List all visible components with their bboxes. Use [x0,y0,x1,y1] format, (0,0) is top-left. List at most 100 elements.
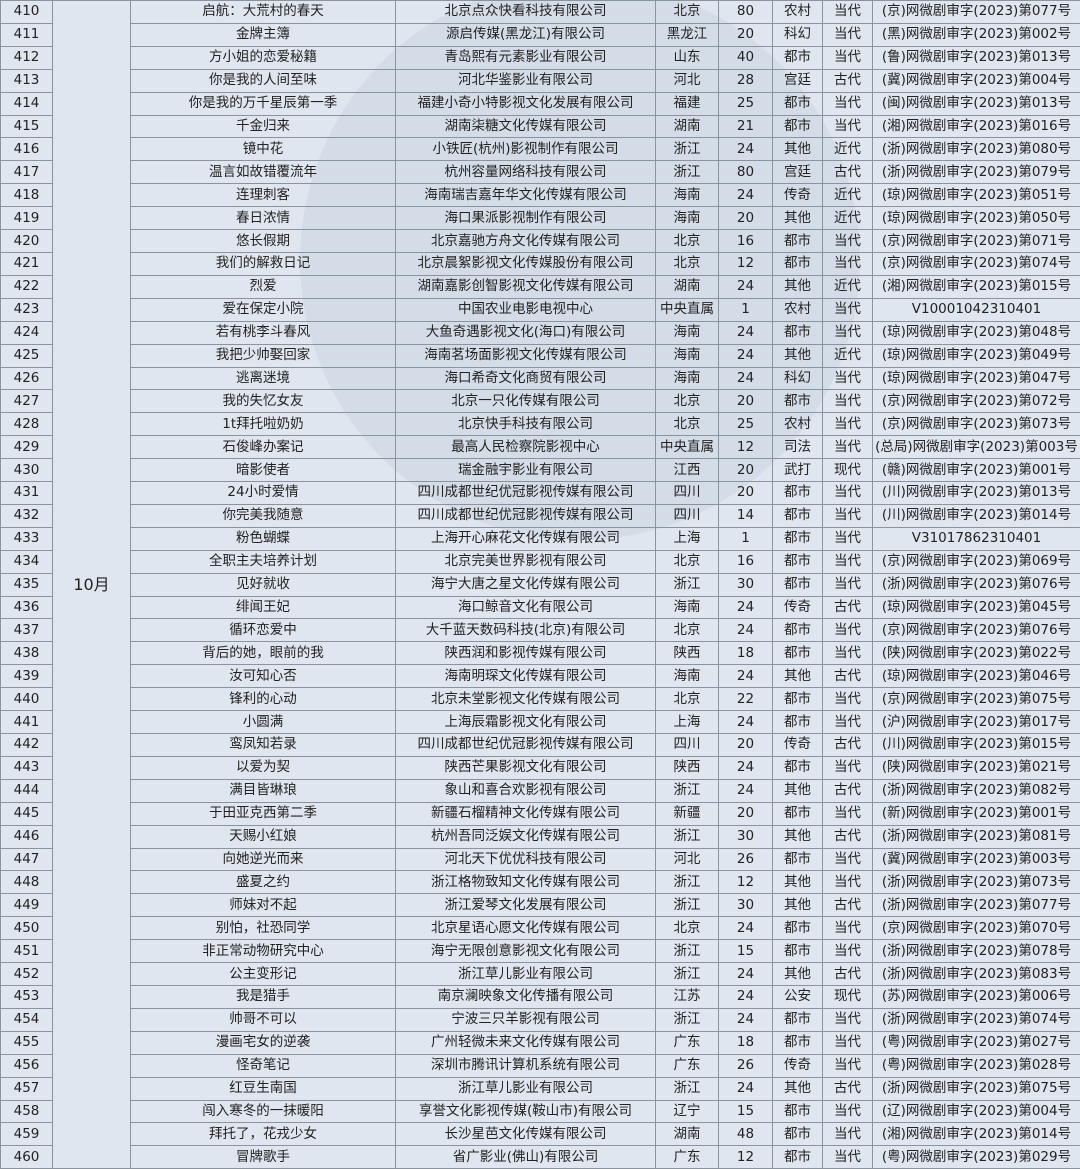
row-number-cell: 417 [0,160,53,185]
region-cell: 浙江 [655,137,719,162]
episode-count-cell: 16 [718,549,773,574]
license-number-cell: (川)网微剧审字(2023)第013号 [872,481,1080,505]
table-row: 438 背后的她，眼前的我 陕西润和影视传媒有限公司 陕西 18 都市 当代 (陕)网微剧审字… [0,641,1080,666]
drama-title-cell: 粉色蝴蝶 [130,526,396,551]
era-cell: 近代 [822,206,873,231]
region-cell: 浙江 [655,1076,719,1101]
episode-count-cell: 28 [718,68,773,93]
table-row: 422 烈爱 湖南嘉影创智影视文化传媒有限公司 湖南 24 其他 近代 (湘)网微剧审字(20… [0,274,1080,299]
row-number-cell: 459 [0,1122,53,1147]
production-company-cell: 上海辰霜影视文化有限公司 [395,710,656,734]
drama-title-cell: 你完美我随意 [130,503,396,528]
era-cell: 当代 [822,916,873,941]
era-cell: 当代 [822,22,873,47]
row-number-cell: 424 [0,320,53,345]
era-cell: 当代 [822,412,873,437]
era-cell: 近代 [822,137,873,162]
row-number-cell: 415 [0,114,53,139]
production-company-cell: 新疆石榴精神文化传媒有限公司 [395,801,656,826]
license-number-cell: (浙)网微剧审字(2023)第082号 [872,778,1080,803]
license-number-cell: (陕)网微剧审字(2023)第022号 [872,641,1080,666]
region-cell: 湖南 [655,1122,719,1147]
production-company-cell: 大鱼奇遇影视文化(海口)有限公司 [395,320,656,345]
drama-title-cell: 漫画宅女的逆袭 [130,1030,396,1055]
license-number-cell: (京)网微剧审字(2023)第069号 [872,549,1080,574]
license-number-cell: (鲁)网微剧审字(2023)第013号 [872,45,1080,70]
region-cell: 中央直属 [655,435,719,460]
era-cell: 当代 [822,801,873,826]
episode-count-cell: 24 [718,664,773,689]
table-row: 423 爱在保定小院 中国农业电影电视中心 中央直属 1 农村 当代 V10001042310… [0,297,1080,322]
table-row: 434 全职主夫培养计划 北京完美世界影视有限公司 北京 16 都市 当代 (京)网微剧审字(… [0,549,1080,574]
license-number-cell: (川)网微剧审字(2023)第015号 [872,733,1080,757]
episode-count-cell: 40 [718,45,773,70]
episode-count-cell: 48 [718,1122,773,1147]
table-row: 460 冒牌歌手 省广影业(佛山)有限公司 广东 12 都市 当代 (粤)网微剧审字(2023… [0,1145,1080,1169]
table-row: 450 别怕，社恐同学 北京星语心愿文化传媒有限公司 北京 24 都市 当代 (京)网微剧审字… [0,916,1080,941]
genre-cell: 都市 [772,710,823,734]
genre-cell: 其他 [772,778,823,803]
production-company-cell: 河北天下优优科技有限公司 [395,847,656,872]
era-cell: 当代 [822,847,873,872]
genre-cell: 司法 [772,435,823,460]
row-number-cell: 434 [0,549,53,574]
region-cell: 海南 [655,664,719,689]
row-number-cell: 453 [0,984,53,1009]
table-row: 459 拜托了，花戎少女 长沙星芭文化传媒有限公司 湖南 48 都市 当代 (湘)网微剧审字(… [0,1122,1080,1147]
era-cell: 古代 [822,68,873,93]
episode-count-cell: 20 [718,206,773,231]
genre-cell: 其他 [772,824,823,849]
region-cell: 北京 [655,229,719,253]
episode-count-cell: 24 [718,366,773,391]
episode-count-cell: 30 [718,572,773,597]
episode-count-cell: 26 [718,1053,773,1078]
region-cell: 北京 [655,687,719,712]
genre-cell: 农村 [772,0,823,24]
drama-title-cell: 别怕，社恐同学 [130,916,396,941]
region-cell: 浙江 [655,824,719,849]
row-number-cell: 438 [0,641,53,666]
table-row: 421 我们的解救日记 北京晨絮影视文化传媒股份有限公司 北京 12 都市 当代 (京)网微剧… [0,251,1080,276]
license-number-cell: (陕)网微剧审字(2023)第021号 [872,755,1080,780]
era-cell: 古代 [822,733,873,757]
table-row: 417 温言如故错覆流年 杭州容量网络科技有限公司 浙江 80 宫廷 古代 (浙)网微剧审字(… [0,160,1080,185]
drama-title-cell: 于田亚克西第二季 [130,801,396,826]
row-number-cell: 425 [0,343,53,368]
production-company-cell: 宁波三只羊影视有限公司 [395,1007,656,1032]
era-cell: 当代 [822,1099,873,1124]
drama-title-cell: 我把少帅娶回家 [130,343,396,368]
production-company-cell: 中国农业电影电视中心 [395,297,656,322]
row-number-cell: 426 [0,366,53,391]
production-company-cell: 广州轻微未来文化传媒有限公司 [395,1030,656,1055]
license-number-cell: (赣)网微剧审字(2023)第001号 [872,458,1080,483]
license-number-cell: (冀)网微剧审字(2023)第003号 [872,847,1080,872]
production-company-cell: 北京星语心愿文化传媒有限公司 [395,916,656,941]
production-company-cell: 河北华鉴影业有限公司 [395,68,656,93]
production-company-cell: 四川成都世纪优冠影视传媒有限公司 [395,481,656,505]
row-number-cell: 442 [0,733,53,757]
table-row: 439 汝可知心否 海南明琛文化传媒有限公司 海南 24 其他 古代 (琼)网微剧审字(202… [0,664,1080,689]
production-company-cell: 深圳市腾讯计算机系统有限公司 [395,1053,656,1078]
production-company-cell: 四川成都世纪优冠影视传媒有限公司 [395,733,656,757]
production-company-cell: 瑞金融宇影业有限公司 [395,458,656,483]
episode-count-cell: 80 [718,160,773,185]
drama-title-cell: 闯入寒冬的一抹暖阳 [130,1099,396,1124]
episode-count-cell: 80 [718,0,773,24]
drama-title-cell: 天赐小红娘 [130,824,396,849]
production-company-cell: 省广影业(佛山)有限公司 [395,1145,656,1169]
row-number-cell: 444 [0,778,53,803]
episode-count-cell: 24 [718,618,773,643]
era-cell: 当代 [822,251,873,276]
table-row: 451 非正常动物研究中心 海宁无限创意影视文化有限公司 浙江 15 都市 当代 (浙)网微剧… [0,939,1080,964]
region-cell: 海南 [655,343,719,368]
table-row: 458 闯入寒冬的一抹暖阳 享誉文化影视传媒(鞍山市)有限公司 辽宁 15 都市 当代 (辽)… [0,1099,1080,1124]
region-cell: 浙江 [655,1007,719,1032]
drama-title-cell: 见好就收 [130,572,396,597]
region-cell: 北京 [655,0,719,24]
region-cell: 浙江 [655,870,719,895]
license-number-cell: (浙)网微剧审字(2023)第078号 [872,939,1080,964]
license-number-cell: (琼)网微剧审字(2023)第049号 [872,343,1080,368]
region-cell: 北京 [655,389,719,414]
episode-count-cell: 20 [718,458,773,483]
genre-cell: 农村 [772,297,823,322]
